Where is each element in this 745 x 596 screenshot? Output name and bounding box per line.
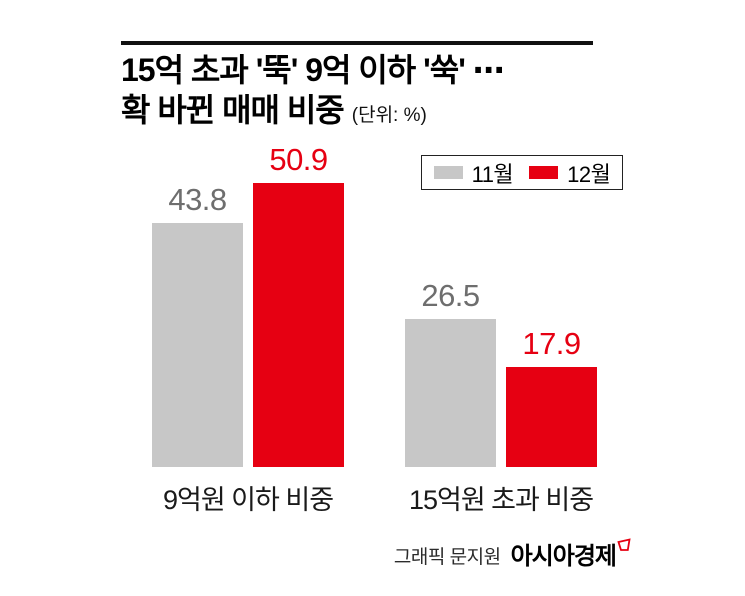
- bar-value-group2-series1: 26.5: [421, 278, 480, 314]
- legend-label-2: 12월: [567, 161, 611, 187]
- title-line-1: 15억 초과 '뚝' 9억 이하 '쑥' ⋯: [121, 52, 505, 88]
- chart-legend: 11월 12월: [421, 155, 623, 190]
- credit-line: 그래픽 문지원 아시아경제: [393, 538, 631, 570]
- category-label-1: 9억원 이하 비중: [162, 485, 334, 515]
- category-label-2: 15억원 초과 비중: [408, 485, 594, 515]
- bar-value-group1-series1: 43.8: [168, 181, 227, 217]
- brand-logo: 아시아경제: [510, 543, 617, 570]
- page-title: 15억 초과 '뚝' 9억 이하 '쑥' ⋯ 확 바뀐 매매 비중 (단위: %): [121, 50, 505, 136]
- legend-item-1: 11월: [433, 157, 514, 189]
- bar-value-group1-series2: 50.9: [269, 141, 328, 177]
- graphic-credit: 그래픽 문지원: [393, 547, 501, 568]
- bar-group2-series2: [506, 367, 597, 467]
- legend-swatch-1: [433, 166, 463, 179]
- bar-group2-series1: [405, 319, 496, 467]
- top-rule-divider: [121, 41, 593, 45]
- title-line-2: 확 바뀐 매매 비중: [121, 92, 345, 128]
- unit-label: (단위: %): [351, 105, 427, 126]
- bar-value-group2-series2: 17.9: [522, 326, 581, 362]
- legend-item-2: 12월: [529, 157, 611, 189]
- legend-swatch-2: [529, 166, 559, 179]
- legend-label-1: 11월: [471, 161, 514, 187]
- brand-speech-bubble-icon: [617, 538, 631, 557]
- bar-group1-series2: [253, 182, 344, 467]
- bar-group1-series1: [152, 222, 243, 467]
